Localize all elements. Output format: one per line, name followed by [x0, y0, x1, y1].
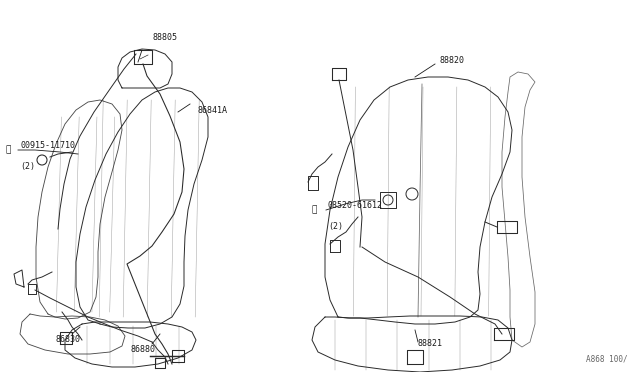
Text: Ⓢ: Ⓢ: [311, 205, 317, 215]
Text: 08520-61612: 08520-61612: [328, 201, 383, 210]
Text: 86830: 86830: [55, 336, 80, 344]
Text: Ⓦ: Ⓦ: [5, 145, 11, 154]
Text: A868 100/: A868 100/: [586, 355, 628, 364]
Text: 88821: 88821: [418, 340, 443, 349]
Text: (2): (2): [328, 222, 343, 231]
Text: 86841A: 86841A: [198, 106, 228, 115]
Text: 00915-11710: 00915-11710: [20, 141, 75, 150]
Text: 88805: 88805: [152, 32, 177, 42]
Text: 86880: 86880: [130, 346, 155, 355]
Text: 88820: 88820: [440, 55, 465, 64]
Text: (2): (2): [20, 162, 35, 171]
